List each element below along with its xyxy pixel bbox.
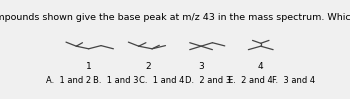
Text: D.  2 and 3: D. 2 and 3 xyxy=(185,76,231,85)
Text: E.  2 and 4: E. 2 and 4 xyxy=(228,76,273,85)
Text: C.  1 and 4: C. 1 and 4 xyxy=(139,76,184,85)
Text: A.  1 and 2: A. 1 and 2 xyxy=(47,76,92,85)
Text: 4: 4 xyxy=(258,62,264,71)
Text: F.  3 and 4: F. 3 and 4 xyxy=(272,76,315,85)
Text: B.  1 and 3: B. 1 and 3 xyxy=(92,76,138,85)
Text: Two of the compounds shown give the base peak at m/z 43 in the mass spectrum. Wh: Two of the compounds shown give the base… xyxy=(0,13,350,22)
Text: 2: 2 xyxy=(145,62,151,71)
Text: 3: 3 xyxy=(198,62,204,71)
Text: 1: 1 xyxy=(86,62,92,71)
